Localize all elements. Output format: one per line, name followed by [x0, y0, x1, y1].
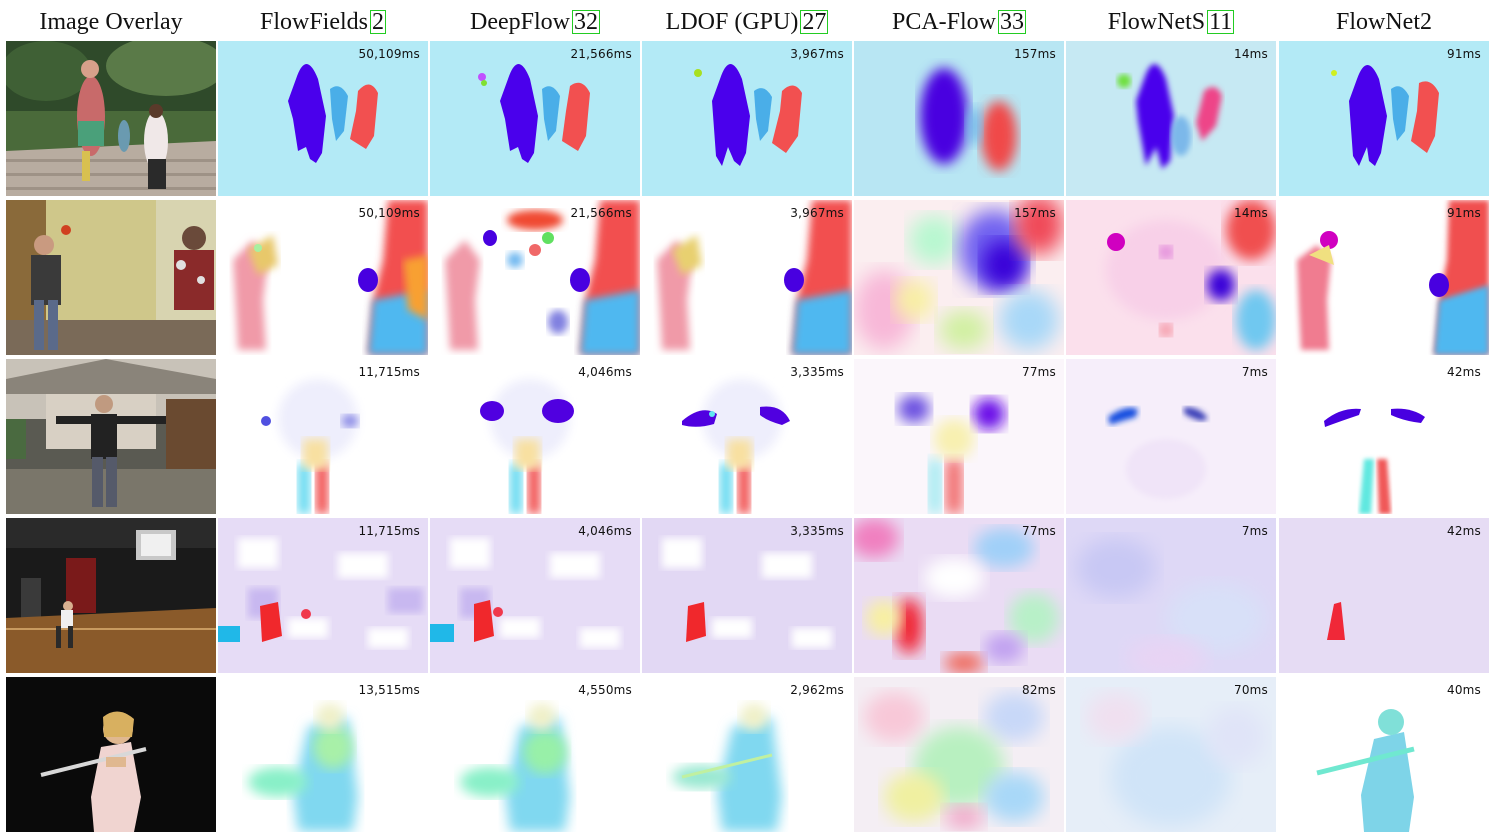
runtime-label: 14ms — [1233, 47, 1268, 61]
flow-map-pcaflow-row3: 77ms — [854, 359, 1064, 514]
header-label: FlowNetS — [1107, 8, 1206, 35]
flow-map-flownets-row1: 14ms — [1066, 41, 1276, 196]
flow-map-flowfields-row3: 11,715ms — [218, 359, 428, 514]
citation-ref[interactable]: 27 — [800, 9, 829, 35]
runtime-label: 70ms — [1233, 683, 1268, 697]
runtime-label: 91ms — [1446, 206, 1481, 220]
header-flownet2: FlowNet2 — [1279, 4, 1489, 40]
flow-map-flownets-row3: 7ms — [1066, 359, 1276, 514]
flow-map-deepflow-row2: 21,566ms — [430, 200, 640, 355]
flow-map-ldof-row4: 3,335ms — [642, 518, 852, 673]
flow-map-flowfields-row5: 13,515ms — [218, 677, 428, 832]
header-label: DeepFlow — [470, 8, 570, 35]
runtime-label: 11,715ms — [358, 365, 420, 379]
header-flownets: FlowNetS 11 — [1066, 4, 1276, 40]
overlay-image-juggler — [6, 200, 216, 355]
runtime-label: 77ms — [1021, 365, 1056, 379]
flow-map-flownets-row4: 7ms — [1066, 518, 1276, 673]
header-flowfields: FlowFields 2 — [218, 4, 428, 40]
runtime-label: 3,967ms — [790, 206, 844, 220]
citation-ref[interactable]: 33 — [998, 9, 1027, 35]
flow-map-flownet2-row2: 91ms — [1279, 200, 1489, 355]
overlay-image-children — [6, 41, 216, 196]
runtime-label: 14ms — [1233, 206, 1268, 220]
citation-ref[interactable]: 11 — [1207, 9, 1235, 35]
flow-map-ldof-row3: 3,335ms — [642, 359, 852, 514]
header-label: Image Overlay — [39, 8, 183, 35]
runtime-label: 11,715ms — [358, 524, 420, 538]
overlay-image-basketball — [6, 518, 216, 673]
runtime-label: 91ms — [1446, 47, 1481, 61]
flow-map-pcaflow-row2: 157ms — [854, 200, 1064, 355]
flow-map-deepflow-row4: 4,046ms — [430, 518, 640, 673]
runtime-label: 3,335ms — [790, 524, 844, 538]
flow-map-flownet2-row4: 42ms — [1279, 518, 1489, 673]
flow-map-deepflow-row5: 4,550ms — [430, 677, 640, 832]
runtime-label: 4,046ms — [578, 524, 632, 538]
runtime-label: 42ms — [1446, 524, 1481, 538]
runtime-label: 2,962ms — [790, 683, 844, 697]
runtime-label: 77ms — [1021, 524, 1056, 538]
flow-map-pcaflow-row5: 82ms — [854, 677, 1064, 832]
flow-map-flowfields-row1: 50,109ms — [218, 41, 428, 196]
runtime-label: 21,566ms — [570, 206, 632, 220]
header-pcaflow: PCA-Flow 33 — [854, 4, 1064, 40]
header-label: FlowFields — [259, 8, 369, 35]
flow-map-flowfields-row2: 50,109ms — [218, 200, 428, 355]
runtime-label: 3,967ms — [790, 47, 844, 61]
runtime-label: 40ms — [1446, 683, 1481, 697]
flow-map-pcaflow-row4: 77ms — [854, 518, 1064, 673]
flow-map-flownets-row2: 14ms — [1066, 200, 1276, 355]
runtime-label: 157ms — [1014, 206, 1056, 220]
runtime-label: 4,046ms — [578, 365, 632, 379]
runtime-label: 50,109ms — [358, 47, 420, 61]
runtime-label: 21,566ms — [570, 47, 632, 61]
runtime-label: 4,550ms — [578, 683, 632, 697]
flow-map-flownet2-row5: 40ms — [1279, 677, 1489, 832]
overlay-image-flute — [6, 677, 216, 832]
runtime-label: 7ms — [1241, 524, 1268, 538]
flow-map-pcaflow-row1: 157ms — [854, 41, 1064, 196]
runtime-label: 7ms — [1241, 365, 1268, 379]
flow-map-ldof-row2: 3,967ms — [642, 200, 852, 355]
header-image-overlay: Image Overlay — [6, 4, 216, 40]
header-label: LDOF (GPU) — [665, 8, 799, 35]
runtime-label: 13,515ms — [358, 683, 420, 697]
header-deepflow: DeepFlow 32 — [430, 4, 640, 40]
flow-map-flownets-row5: 70ms — [1066, 677, 1276, 832]
header-ldof: LDOF (GPU) 27 — [642, 4, 852, 40]
flow-map-flowfields-row4: 11,715ms — [218, 518, 428, 673]
citation-ref[interactable]: 2 — [370, 9, 387, 35]
flow-map-flownet2-row1: 91ms — [1279, 41, 1489, 196]
overlay-image-man — [6, 359, 216, 514]
citation-ref[interactable]: 32 — [571, 9, 600, 35]
flow-map-deepflow-row1: 21,566ms — [430, 41, 640, 196]
runtime-label: 157ms — [1014, 47, 1056, 61]
flow-map-flownet2-row3: 42ms — [1279, 359, 1489, 514]
header-label: PCA-Flow — [891, 8, 997, 35]
flow-map-ldof-row1: 3,967ms — [642, 41, 852, 196]
flow-map-ldof-row5: 2,962ms — [642, 677, 852, 832]
runtime-label: 50,109ms — [358, 206, 420, 220]
flow-map-deepflow-row3: 4,046ms — [430, 359, 640, 514]
header-label: FlowNet2 — [1336, 8, 1432, 35]
runtime-label: 3,335ms — [790, 365, 844, 379]
runtime-label: 82ms — [1021, 683, 1056, 697]
runtime-label: 42ms — [1446, 365, 1481, 379]
